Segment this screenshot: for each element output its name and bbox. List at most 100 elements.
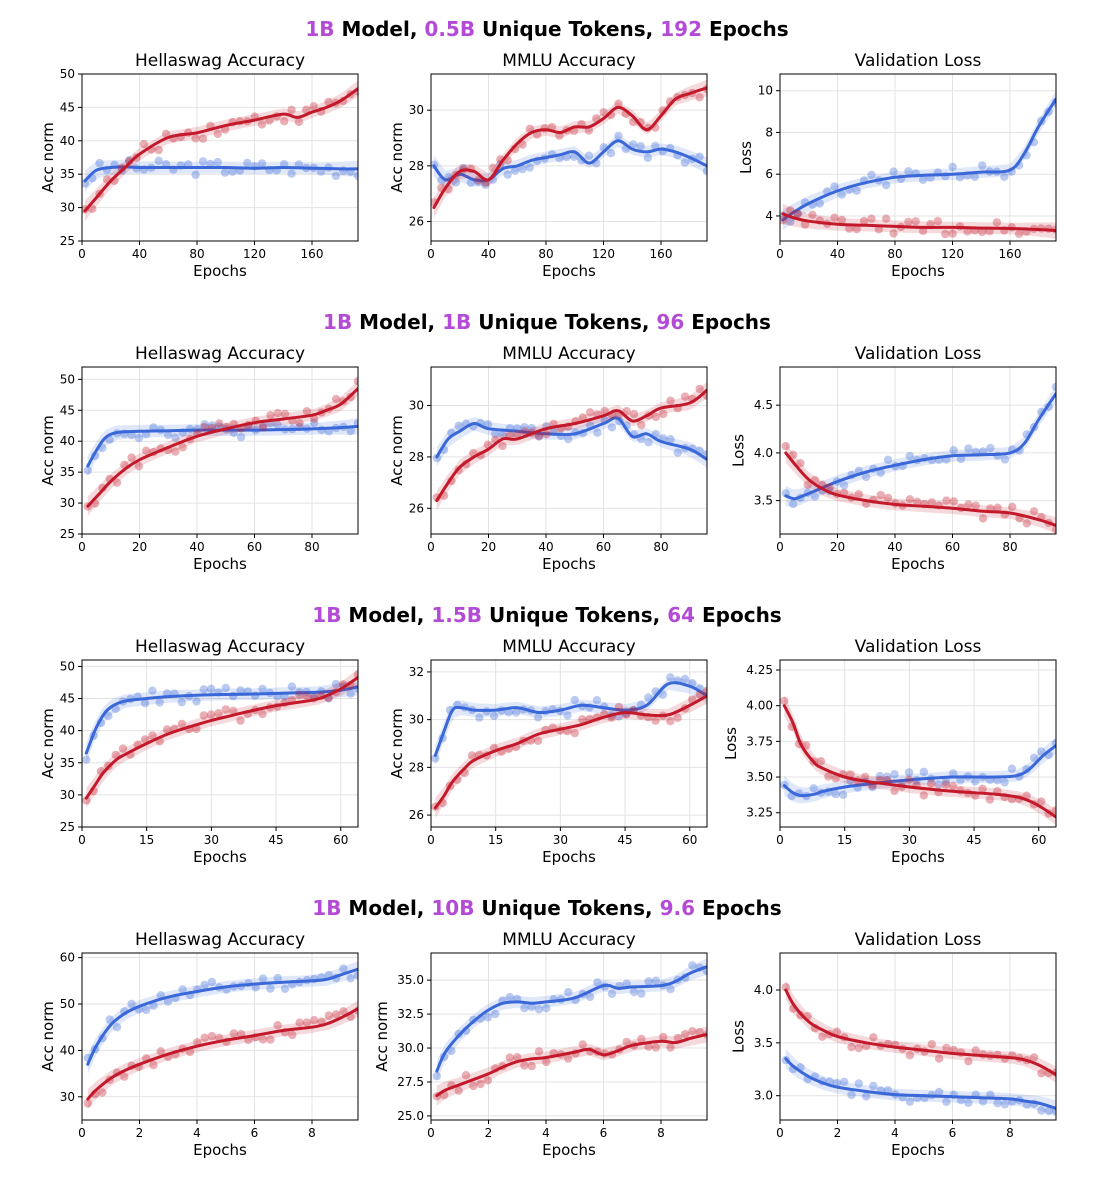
data-point-blue (942, 1097, 951, 1107)
data-point-red (659, 409, 668, 419)
data-point-blue (651, 141, 660, 151)
confidence-band-red (433, 79, 707, 218)
y-tick-label: 50 (60, 659, 75, 673)
data-point-blue (220, 168, 230, 177)
x-axis-label: Epochs (542, 1141, 596, 1159)
y-tick-label: 45 (60, 403, 75, 417)
x-tick-label: 0 (776, 247, 784, 261)
data-point-blue (702, 166, 707, 176)
data-point-blue (177, 698, 186, 707)
x-tick-label: 60 (682, 833, 697, 847)
data-point-red (803, 480, 812, 489)
data-point-blue (585, 992, 595, 1002)
series-line-blue (784, 392, 1056, 501)
figure-row-2: 1B Model, 1B Unique Tokens, 96 Epochs 0 20… (39, 310, 1057, 573)
x-tick-label: 20 (132, 540, 147, 554)
x-tick-label: 40 (887, 540, 902, 554)
data-point-red (651, 412, 661, 422)
data-point-blue (198, 157, 208, 166)
x-tick-label: 60 (945, 540, 960, 554)
panel-title: Validation Loss (855, 344, 982, 364)
plot-area (781, 382, 1056, 534)
series-line-red (433, 694, 707, 810)
x-tick-label: 8 (1006, 1126, 1014, 1140)
x-tick-label: 0 (427, 540, 435, 554)
row-title-highlight: 1B (442, 310, 471, 334)
y-axis-label: Acc norm (39, 708, 57, 778)
data-point-red (781, 441, 790, 451)
data-point-blue (148, 686, 157, 695)
data-point-red (673, 713, 682, 722)
data-point-red (324, 97, 333, 107)
x-tick-label: 2 (485, 1126, 493, 1140)
data-point-red (934, 1054, 944, 1063)
data-point-red (659, 1032, 668, 1042)
y-axis-label: Loss (722, 727, 740, 760)
plot-area (431, 79, 707, 218)
x-tick-label: 6 (251, 1126, 259, 1140)
data-point-red (905, 495, 915, 504)
figure-row-3: 1B Model, 1.5B Unique Tokens, 64 Epochs0… (39, 603, 1057, 866)
data-point-red (154, 145, 163, 155)
data-point-red (83, 1099, 93, 1108)
panel-validation-loss: 0 15 30 45 60 3.25 3.50 3.75 4.00 4.25 Validation … (722, 637, 1057, 866)
y-tick-label: 30 (60, 201, 75, 215)
data-point-blue (831, 790, 840, 799)
data-point-red (832, 1027, 842, 1036)
panel-title: Hellaswag Accuracy (135, 344, 305, 364)
data-point-blue (527, 423, 536, 433)
data-point-red (852, 225, 861, 234)
data-point-blue (192, 697, 201, 706)
x-tick-label: 60 (247, 540, 262, 554)
data-point-red (118, 744, 128, 753)
data-point-red (622, 1037, 631, 1047)
data-point-blue (353, 171, 358, 181)
data-point-blue (178, 985, 187, 994)
row-title: 1B Model, 1B Unique Tokens, 96 Epochs (323, 310, 771, 334)
series-line-blue (435, 965, 707, 1073)
data-point-red (949, 781, 958, 791)
row-title: 1B Model, 0.5B Unique Tokens, 192 Epochs (305, 17, 788, 41)
data-point-red (288, 1030, 297, 1040)
data-point-red (599, 108, 608, 117)
x-tick-label: 80 (887, 247, 902, 261)
row-title-highlight: 1B (305, 17, 334, 41)
data-point-red (680, 392, 690, 401)
data-point-blue (228, 167, 237, 176)
data-point-red (534, 1047, 544, 1056)
data-point-blue (1044, 1106, 1053, 1116)
data-point-red (148, 731, 157, 740)
panel-validation-loss: 0 2 4 6 8 3.0 3.5 4.0 Validation Loss Epochs Loss (730, 930, 1057, 1159)
data-point-red (112, 478, 122, 487)
row-title-text: Unique Tokens, (471, 310, 656, 334)
panel-validation-loss: 0 20 40 60 80 3.5 4.0 4.5 Validation Loss Epochs L… (730, 344, 1057, 573)
y-tick-label: 40 (60, 134, 75, 148)
data-point-red (215, 419, 224, 428)
row-title-highlight: 0.5B (424, 17, 475, 41)
y-tick-label: 25 (60, 234, 75, 248)
y-axis-label: Acc norm (388, 415, 406, 485)
data-point-blue (257, 159, 267, 168)
data-point-blue (221, 683, 230, 693)
confidence-band-red (87, 1000, 358, 1109)
series-line-blue (86, 967, 358, 1066)
data-point-red (854, 1043, 863, 1053)
data-point-blue (431, 754, 440, 763)
data-point-blue (533, 713, 543, 722)
x-tick-label: 8 (308, 1126, 316, 1140)
y-tick-label: 40 (60, 1043, 75, 1057)
data-point-red (867, 214, 876, 223)
data-point-red (474, 176, 483, 185)
series-line-red (782, 704, 1056, 819)
data-point-blue (287, 169, 296, 178)
panel-title: Validation Loss (855, 51, 982, 71)
data-point-red (295, 690, 304, 699)
y-tick-label: 27.5 (397, 1075, 424, 1089)
data-point-blue (1051, 382, 1056, 391)
x-axis-label: Epochs (891, 262, 945, 280)
axes-frame (81, 73, 359, 242)
panel-validation-loss: 0 40 80 120 160 4 6 8 10 Validation Loss Epochs Los… (737, 51, 1057, 280)
data-point-blue (346, 426, 355, 436)
data-point-blue (840, 481, 849, 490)
